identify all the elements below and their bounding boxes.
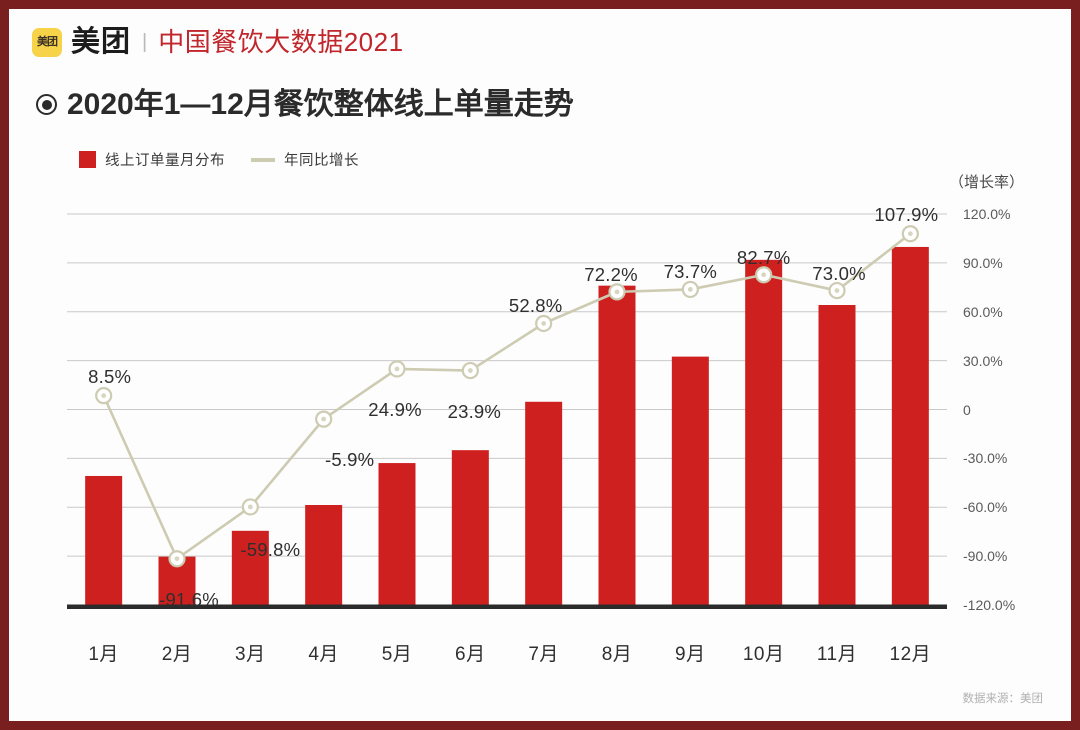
legend-bar-swatch-icon (79, 151, 96, 168)
x-axis-label-5月: 5月 (381, 644, 413, 665)
chart-canvas (67, 213, 947, 609)
data-label-6月: 23.9% (447, 400, 502, 422)
brand-separator: | (142, 31, 148, 53)
data-label-5月: 24.9% (368, 398, 422, 420)
legend-label: 年同比增长 (284, 153, 359, 169)
data-label-12月: 107.9% (874, 203, 939, 225)
line-marker-dot (687, 287, 693, 292)
y-axis-tick-label: -60.0% (963, 499, 1008, 516)
data-label-3月: -59.8% (240, 538, 301, 560)
legend-item-1[interactable]: 线上订单量月分布 (79, 149, 225, 170)
data-label-1月: 8.5% (88, 365, 132, 387)
x-axis-label-6月: 6月 (455, 644, 486, 665)
line-marker-dot (614, 289, 620, 295)
brand-name: 美团 (71, 25, 132, 58)
legend-line-swatch-icon (251, 157, 275, 162)
data-label-10月: 82.7% (736, 246, 791, 268)
x-axis-label-3月: 3月 (235, 644, 266, 665)
page-title-text: 2020年1—12月餐饮整体线上单量走势 (67, 88, 574, 121)
bar-12月[interactable] (891, 246, 929, 605)
x-axis-label-10月: 10月 (742, 644, 785, 665)
legend-label: 线上订单量月分布 (105, 153, 225, 169)
bar-7月[interactable] (525, 401, 563, 605)
y-axis-tick-label: 30.0% (963, 352, 1003, 369)
line-marker-dot (907, 231, 913, 237)
line-marker-dot (101, 393, 107, 399)
line-marker-dot (174, 556, 180, 562)
data-label-7月: 52.8% (508, 295, 563, 317)
line-marker-dot (247, 504, 253, 510)
chart-plot-area: 120.0% 90.0% 60.0% 30.0% 0 -30.0% -60.0% -90.0%… (67, 203, 1015, 665)
line-marker-dot (321, 416, 327, 422)
bar-11月[interactable] (818, 305, 856, 605)
x-axis-label-2月: 2月 (161, 644, 193, 665)
poster-card: 美团 美团 | 中国餐饮大数据2021 2020年1—12月餐饮整体线上单量走势… (9, 9, 1071, 721)
brand-header: 美团 美团 | 中国餐饮大数据2021 (32, 23, 404, 61)
bar-1月[interactable] (85, 475, 123, 605)
y-axis-caption: （增长率） (949, 174, 1025, 191)
data-label-9月: 73.7% (663, 261, 718, 283)
y-axis-tick-label: 120.0% (963, 206, 1011, 222)
bullet-icon (36, 94, 57, 116)
bar-4月[interactable] (305, 505, 343, 605)
line-marker-dot (541, 321, 547, 326)
line-marker-dot (467, 368, 473, 373)
y-axis-tick-label: 90.0% (963, 254, 1003, 271)
data-label-11月: 73.0% (812, 262, 866, 284)
x-axis-label-1月: 1月 (88, 644, 119, 665)
report-name: 中国餐饮大数据2021 (158, 27, 404, 57)
x-axis-label-4月: 4月 (308, 644, 339, 665)
data-label-2月: -91.6% (159, 588, 219, 610)
meituan-logo-icon: 美团 (32, 27, 62, 57)
legend-item-2[interactable]: 年同比增长 (251, 149, 359, 170)
y-axis-tick-label: -30.0% (963, 450, 1008, 467)
line-marker-dot (761, 272, 767, 278)
source-note: 数据来源：美团 (962, 693, 1044, 705)
growth-rate-line (102, 232, 912, 561)
y-axis-tick-label: -90.0% (963, 548, 1008, 565)
data-label-8月: 72.2% (584, 263, 638, 285)
bar-3月[interactable] (231, 530, 269, 605)
bar-5月[interactable] (378, 463, 416, 605)
page-title: 2020年1—12月餐饮整体线上单量走势 (36, 89, 574, 121)
x-axis-label-9月: 9月 (675, 644, 706, 665)
x-axis-label-8月: 8月 (601, 644, 633, 665)
data-label-4月: -5.9% (324, 449, 375, 471)
x-axis-label-12月: 12月 (889, 644, 932, 665)
bar-9月[interactable] (671, 356, 709, 605)
bar-6月[interactable] (451, 450, 489, 605)
y-axis-tick-label: 0 (963, 401, 971, 418)
chart-legend: 线上订单量月分布 年同比增长 (79, 149, 359, 170)
y-axis-tick-label: -120.0% (963, 597, 1016, 613)
x-axis-label-7月: 7月 (528, 644, 559, 665)
bar-8月[interactable] (598, 285, 636, 605)
y-axis-tick-label: 60.0% (963, 303, 1003, 320)
line-marker-dot (834, 288, 840, 293)
x-axis-label-11月: 11月 (816, 644, 858, 665)
bar-10月[interactable] (745, 259, 783, 605)
line-marker-dot (394, 366, 400, 372)
